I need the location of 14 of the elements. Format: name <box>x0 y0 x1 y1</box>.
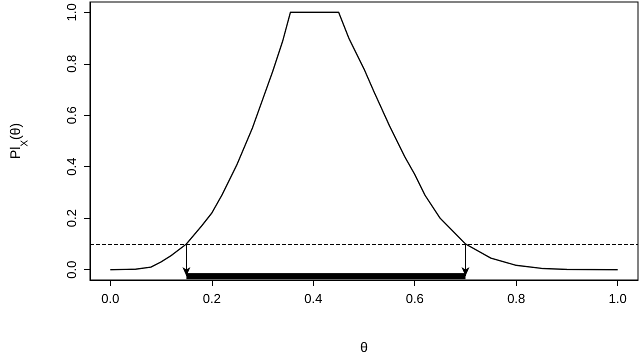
x-tick-label: 0.8 <box>507 291 526 306</box>
y-tick-label: 0.8 <box>64 54 79 73</box>
x-tick-label: 0.2 <box>202 291 221 306</box>
x-axis-title: θ <box>360 339 368 355</box>
y-tick-label: 0.6 <box>64 106 79 124</box>
x-tick-label: 0.6 <box>406 291 424 306</box>
y-tick-label: 1.0 <box>64 3 79 22</box>
y-tick-label: 0.4 <box>64 158 79 176</box>
y-tick-label: 0.0 <box>64 260 79 279</box>
y-tick-label: 0.2 <box>64 209 79 228</box>
y-axis-title: PlX(θ) <box>7 122 30 160</box>
x-tick-label: 0.4 <box>304 291 322 306</box>
x-tick-label: 1.0 <box>608 291 627 306</box>
x-tick-label: 0.0 <box>101 291 120 306</box>
